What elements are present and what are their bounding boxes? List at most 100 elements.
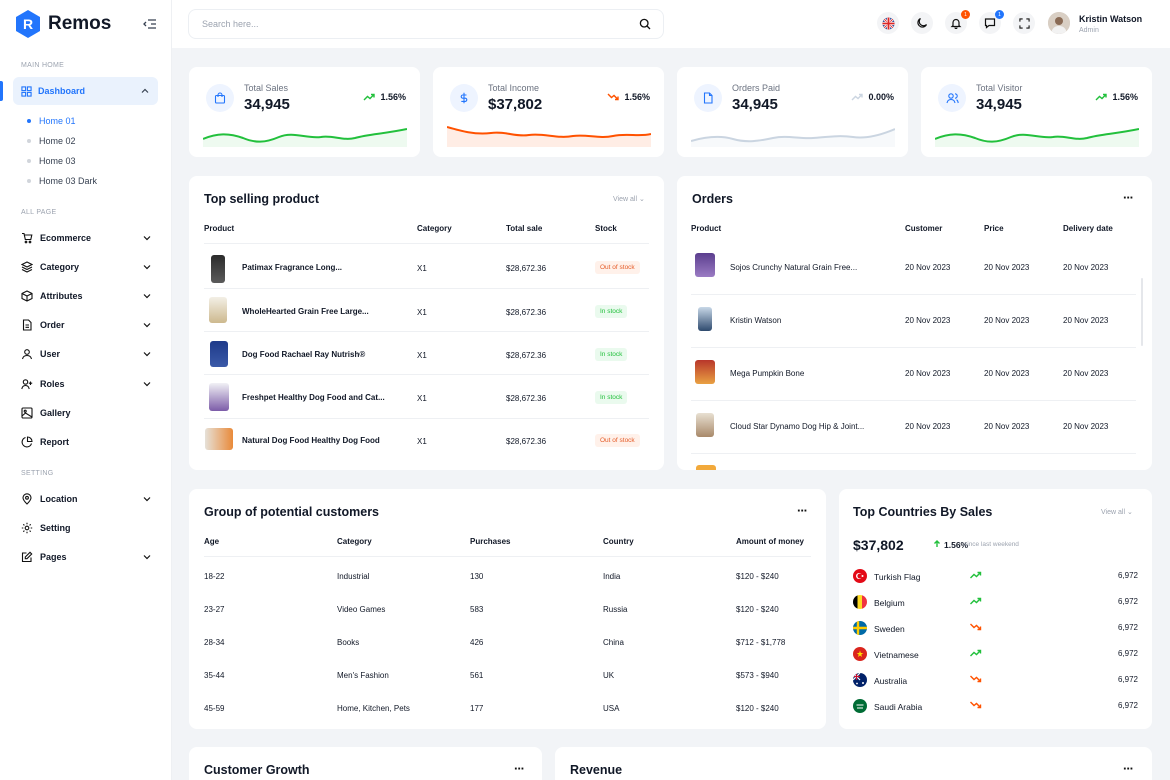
dark-mode-toggle[interactable] xyxy=(911,12,933,34)
sidebar-item-pages[interactable]: Pages xyxy=(21,551,151,563)
delivery-date: 20 Nov 2023 xyxy=(1063,422,1109,431)
stat-value: $37,802 xyxy=(488,96,543,113)
sidebar-item-gallery[interactable]: Gallery xyxy=(21,407,151,419)
logo[interactable]: R Remos xyxy=(14,9,111,39)
sidebar-subitem-home-01[interactable]: Home 01 xyxy=(27,116,76,126)
customer-growth-card: Customer Growth ··· xyxy=(189,747,542,780)
product-thumbnail xyxy=(205,428,233,450)
card-title: Revenue xyxy=(570,763,623,777)
product-name[interactable]: Natural Dog Food Healthy Dog Food xyxy=(242,436,380,445)
category: Home, Kitchen, Pets xyxy=(337,704,410,713)
amount: $712 - $1,778 xyxy=(736,638,786,647)
more-options-icon[interactable]: ··· xyxy=(1123,190,1134,205)
stat-trend: 1.56% xyxy=(1095,92,1138,102)
stat-value: 34,945 xyxy=(976,96,1022,113)
trend-up-icon xyxy=(1095,93,1108,101)
top-selling-product-card: Top selling product View all ⌄ Product C… xyxy=(189,176,664,470)
sidebar-subitem-home-03[interactable]: Home 03 xyxy=(27,156,76,166)
sidebar-item-roles[interactable]: Roles xyxy=(21,378,151,390)
product-category: X1 xyxy=(417,264,427,273)
product-thumbnail xyxy=(696,465,716,470)
product-total: $28,672.36 xyxy=(506,351,547,360)
sidebar-item-setting[interactable]: Setting xyxy=(21,522,151,534)
sidebar-item-location[interactable]: Location xyxy=(21,493,151,505)
column-header: Total sale xyxy=(506,224,543,233)
product-name[interactable]: Mega Pumpkin Bone xyxy=(730,369,805,378)
trend-up-icon xyxy=(970,597,982,605)
trend-note: since last weekend xyxy=(964,541,1019,548)
chevron-down-icon: ⌄ xyxy=(1126,509,1133,516)
bell-icon xyxy=(950,18,962,29)
revenue-card: Revenue ··· xyxy=(555,747,1152,780)
sidebar-item-attributes[interactable]: Attributes xyxy=(21,290,151,302)
product-thumbnail xyxy=(209,297,227,323)
price: 20 Nov 2023 xyxy=(984,263,1030,272)
view-all-link[interactable]: View all ⌄ xyxy=(1101,509,1133,516)
topbar: Search here... 1 1 Kristin Watson Admin xyxy=(172,0,1170,48)
avatar[interactable] xyxy=(1048,12,1070,34)
product-name[interactable]: Dog Food Rachael Ray Nutrish® xyxy=(242,350,366,359)
map-pin-icon xyxy=(22,493,32,505)
trend-down-icon xyxy=(607,93,620,101)
user-name[interactable]: Kristin Watson xyxy=(1079,14,1143,24)
column-header: Product xyxy=(204,224,235,233)
purchases: 130 xyxy=(470,572,484,581)
product-thumbnail xyxy=(695,253,715,277)
notifications-button[interactable]: 1 xyxy=(945,10,970,34)
purchases: 583 xyxy=(470,605,484,614)
more-options-icon[interactable]: ··· xyxy=(1123,761,1134,776)
collapse-sidebar-icon[interactable] xyxy=(142,16,158,32)
purchases: 177 xyxy=(470,704,484,713)
product-name[interactable]: Kristin Watson xyxy=(730,316,782,325)
fullscreen-icon xyxy=(1018,17,1030,29)
more-options-icon[interactable]: ··· xyxy=(797,503,808,518)
sidebar-item-category[interactable]: Category xyxy=(21,261,151,273)
scrollbar[interactable] xyxy=(1141,278,1143,346)
sidebar-item-report[interactable]: Report xyxy=(21,436,151,448)
search-input[interactable]: Search here... xyxy=(188,9,664,39)
product-total: $28,672.36 xyxy=(506,437,547,446)
product-name[interactable]: Cloud Star Dynamo Dog Hip & Joint... xyxy=(730,422,865,431)
sidebar-item-ecommerce[interactable]: Ecommerce xyxy=(21,232,151,244)
amount: $573 - $940 xyxy=(736,671,779,680)
amount: $120 - $240 xyxy=(736,605,779,614)
stat-card-total-income: Total Income $37,802 1.56% xyxy=(433,67,664,157)
user-icon xyxy=(21,349,33,360)
active-indicator xyxy=(0,81,3,101)
sidebar-item-user[interactable]: User xyxy=(21,348,151,360)
product-thumbnail xyxy=(696,413,714,437)
sidebar-subitem-home-02[interactable]: Home 02 xyxy=(27,136,76,146)
sidebar-subitem-home-03-dark[interactable]: Home 03 Dark xyxy=(27,176,97,186)
price: 20 Nov 2023 xyxy=(984,369,1030,378)
language-button[interactable] xyxy=(877,12,899,34)
product-name[interactable]: Patimax Fragrance Long... xyxy=(242,263,343,272)
user-role: Admin xyxy=(1079,27,1099,34)
amount: $120 - $240 xyxy=(736,704,779,713)
chevron-down-icon xyxy=(143,382,151,387)
delivery-date: 20 Nov 2023 xyxy=(1063,316,1109,325)
product-thumbnail xyxy=(210,341,228,367)
trend-up-icon xyxy=(363,93,376,101)
sidebar-item-order[interactable]: Order xyxy=(21,319,151,331)
country: USA xyxy=(603,704,620,713)
age: 35-44 xyxy=(204,671,225,680)
sweden-flag-icon xyxy=(853,621,867,635)
more-options-icon[interactable]: ··· xyxy=(514,761,525,776)
column-header: Category xyxy=(337,537,372,546)
messages-button[interactable]: 1 xyxy=(979,10,1004,34)
product-name[interactable]: WholeHearted Grain Free Large... xyxy=(242,307,369,316)
chevron-up-icon xyxy=(141,88,149,93)
total-trend: 1.56% xyxy=(933,540,968,550)
country: UK xyxy=(603,671,615,680)
column-header: Customer xyxy=(905,224,943,233)
sidebar-item-dashboard[interactable]: Dashboard xyxy=(13,77,158,105)
stock-badge: Out of stock xyxy=(595,434,640,447)
customer: 20 Nov 2023 xyxy=(905,263,951,272)
view-all-link[interactable]: View all ⌄ xyxy=(613,196,645,203)
column-header: Age xyxy=(204,537,220,546)
search-icon[interactable] xyxy=(639,18,651,30)
fullscreen-button[interactable] xyxy=(1013,12,1035,34)
product-name[interactable]: Sojos Crunchy Natural Grain Free... xyxy=(730,263,858,272)
product-name[interactable]: Freshpet Healthy Dog Food and Cat... xyxy=(242,393,385,402)
orders-card: Orders ··· Product Customer Price Delive… xyxy=(677,176,1152,470)
